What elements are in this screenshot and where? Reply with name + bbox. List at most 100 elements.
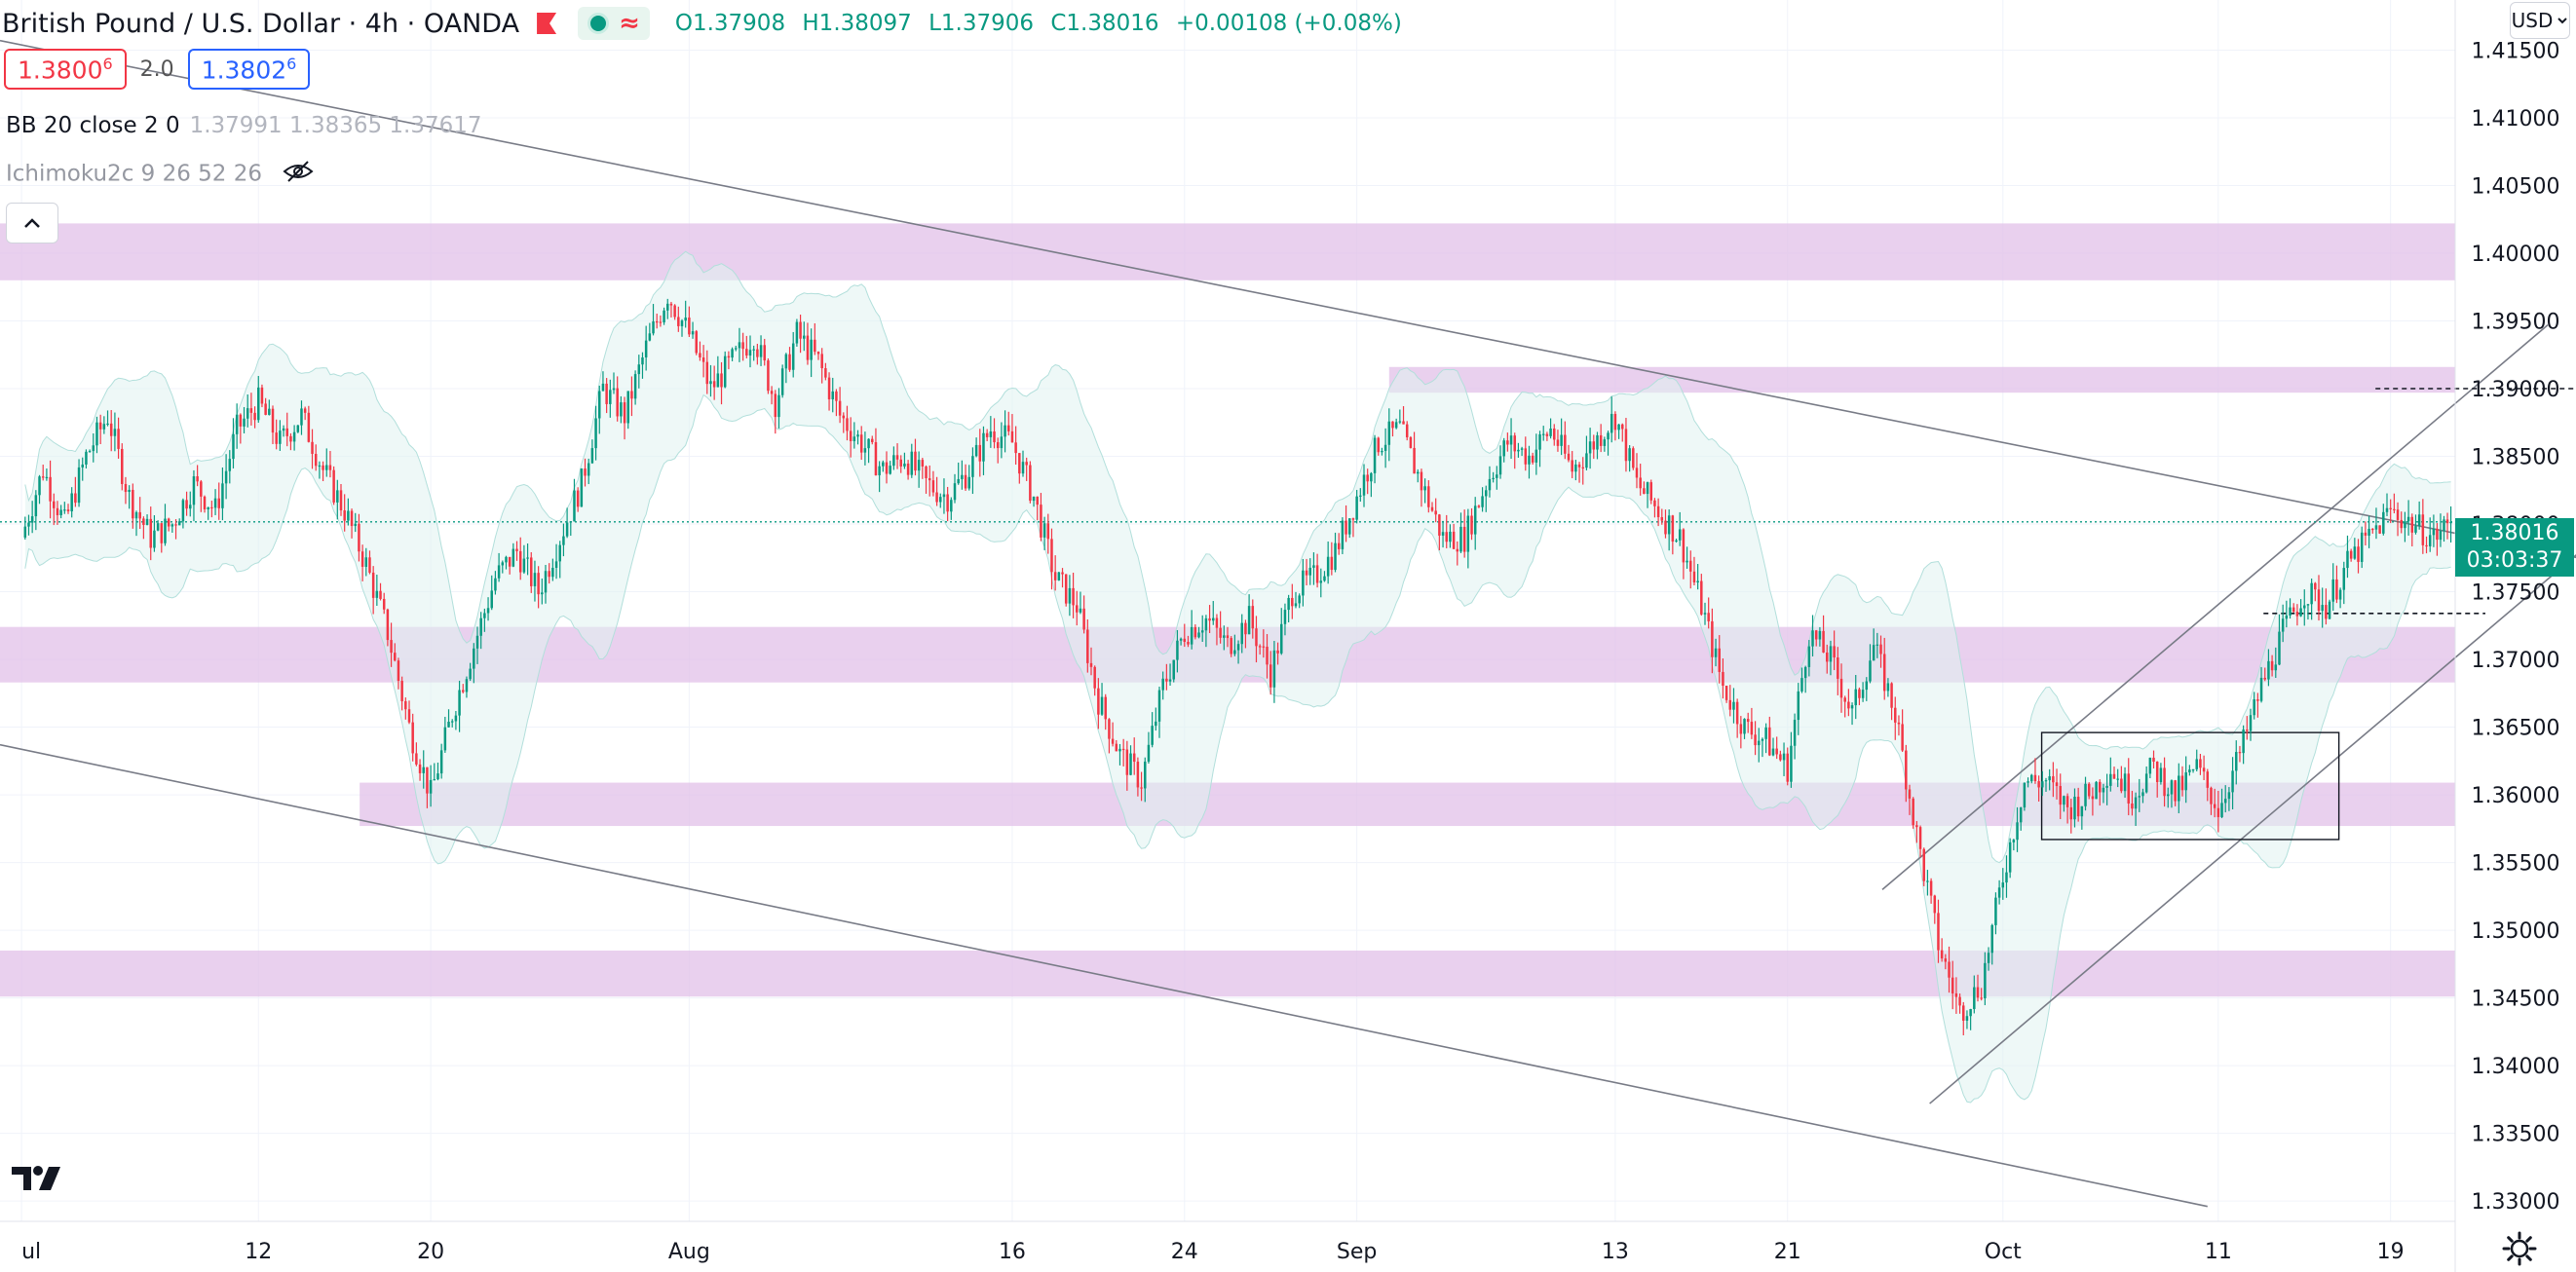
price-axis[interactable]: 1.41500 1.41000 1.40500 1.40000 1.39500 1.390… bbox=[2472, 39, 2560, 1215]
spread-value: 2.0 bbox=[139, 56, 174, 82]
candle-body bbox=[102, 424, 106, 430]
collapse-legend-button[interactable] bbox=[6, 203, 58, 243]
candle-body bbox=[784, 354, 788, 369]
candle-body bbox=[2059, 786, 2062, 805]
candle-body bbox=[1613, 413, 1617, 430]
candle-body bbox=[1962, 1005, 1965, 1021]
candle-body bbox=[663, 310, 665, 322]
gear-icon[interactable] bbox=[2500, 1229, 2539, 1268]
candle-body bbox=[1790, 745, 1793, 782]
candle-body bbox=[70, 493, 73, 511]
candle-body bbox=[462, 690, 465, 692]
candle-body bbox=[170, 524, 174, 527]
candle-body bbox=[177, 521, 181, 526]
trend-line bbox=[0, 743, 2208, 1208]
candle-body bbox=[1097, 688, 1100, 715]
candle-body bbox=[2109, 773, 2112, 786]
candle-body bbox=[1266, 647, 1269, 665]
candle-body bbox=[469, 668, 472, 680]
candle-body bbox=[587, 463, 590, 476]
candle-body bbox=[2303, 605, 2306, 609]
candle-body bbox=[2012, 840, 2016, 842]
eye-off-icon[interactable] bbox=[283, 160, 314, 189]
candle-body bbox=[971, 456, 974, 477]
candle-body bbox=[892, 455, 895, 467]
candle-body bbox=[1549, 429, 1552, 436]
price-tick-label: 1.39000 bbox=[2472, 378, 2560, 402]
candle-body bbox=[1882, 654, 1886, 692]
candle-body bbox=[914, 451, 917, 471]
candle-body bbox=[1574, 464, 1577, 472]
candle-body bbox=[763, 345, 766, 361]
flag-icon[interactable] bbox=[537, 13, 557, 34]
candle-body bbox=[1990, 924, 1993, 954]
candle-body bbox=[2325, 605, 2328, 619]
tradingview-logo-icon[interactable] bbox=[10, 1159, 62, 1198]
candle-body bbox=[950, 500, 953, 512]
candle-body bbox=[1803, 666, 1807, 679]
trend-line-drawings[interactable] bbox=[0, 39, 2576, 1208]
candle-body bbox=[895, 455, 899, 460]
candle-body bbox=[1771, 748, 1775, 756]
ichimoku-legend[interactable]: Ichimoku2c 9 26 52 26 bbox=[6, 160, 314, 189]
currency-selector[interactable]: USD bbox=[2510, 2, 2570, 39]
candle-body bbox=[921, 460, 925, 467]
candle-body bbox=[1667, 515, 1671, 535]
price-tick-label: 1.40500 bbox=[2472, 174, 2560, 199]
candle-body bbox=[289, 435, 292, 442]
candle-body bbox=[1643, 488, 1646, 495]
candle-body bbox=[982, 432, 985, 462]
candle-body bbox=[2120, 778, 2123, 792]
candle-body bbox=[824, 368, 827, 378]
buy-button[interactable]: 1.38026 bbox=[187, 49, 311, 91]
candle-body bbox=[1826, 652, 1829, 662]
candle-body bbox=[1761, 738, 1764, 741]
market-status[interactable]: ≈ bbox=[578, 7, 650, 40]
candle-body bbox=[526, 557, 529, 559]
candle-body bbox=[2141, 792, 2144, 797]
time-axis[interactable]: ul1220Aug1624Sep1321Oct1119Nov bbox=[21, 1240, 2576, 1264]
candle-body bbox=[2155, 762, 2159, 783]
bollinger-legend[interactable]: BB 20 close 2 0 1.37991 1.38365 1.37617 bbox=[6, 113, 482, 138]
sell-button[interactable]: 1.38006 bbox=[4, 49, 127, 91]
candle-body bbox=[1918, 827, 1922, 849]
candle-body bbox=[2063, 796, 2065, 805]
candle-body bbox=[160, 523, 164, 543]
candle-body bbox=[1703, 613, 1707, 615]
candle-body bbox=[931, 480, 935, 493]
candle-body bbox=[1997, 887, 2001, 898]
candle-body bbox=[268, 408, 271, 415]
candle-body bbox=[2368, 528, 2370, 536]
candle-body bbox=[1632, 448, 1635, 468]
candle-body bbox=[699, 353, 701, 358]
candle-body bbox=[1692, 571, 1696, 583]
candle-body bbox=[300, 408, 303, 426]
candle-body bbox=[903, 463, 906, 467]
candle-body bbox=[1200, 630, 1204, 633]
candle-body bbox=[1976, 987, 1980, 998]
current-price-label: 1.38016 bbox=[2470, 521, 2559, 545]
candle-body bbox=[1746, 719, 1750, 723]
candle-body bbox=[1315, 565, 1319, 583]
candle-body bbox=[98, 422, 102, 430]
symbol-title[interactable]: British Pound / U.S. Dollar · 4h · OANDA bbox=[2, 8, 520, 39]
candle-body bbox=[1958, 996, 1961, 1006]
high-value: H1.38097 bbox=[802, 11, 912, 36]
candle-body bbox=[2191, 768, 2195, 771]
candle-body bbox=[584, 468, 587, 476]
candle-body bbox=[307, 412, 311, 442]
candle-body bbox=[1405, 424, 1409, 438]
candle-body bbox=[1735, 701, 1739, 725]
candle-body bbox=[1980, 997, 1983, 999]
candle-body bbox=[2112, 773, 2116, 779]
candle-body bbox=[2335, 579, 2338, 600]
candle-body bbox=[1485, 490, 1488, 497]
candle-body bbox=[1571, 460, 1573, 472]
candle-body bbox=[1359, 495, 1362, 497]
candle-body bbox=[138, 511, 141, 519]
candle-body bbox=[422, 767, 425, 773]
candle-body bbox=[620, 402, 623, 417]
candle-body bbox=[2436, 528, 2439, 541]
candle-body bbox=[1775, 748, 1778, 755]
